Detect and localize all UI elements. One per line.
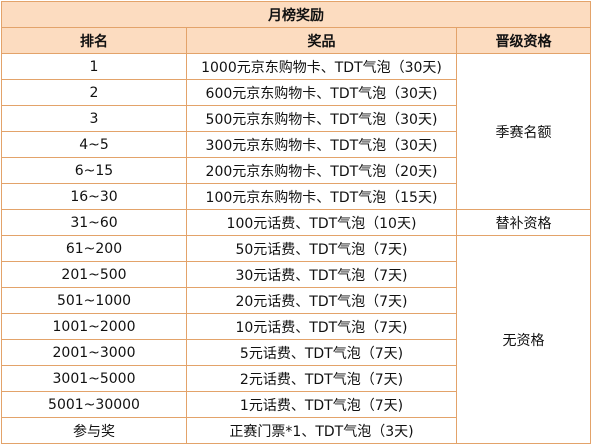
- rank-cell: 16~30: [1, 183, 187, 210]
- prize-cell: 正赛门票*1、TDT气泡（3天): [186, 417, 457, 444]
- table-row: 31~60 100元话费、TDT气泡（10天) 替补资格: [1, 209, 591, 236]
- rank-cell: 2: [1, 79, 187, 106]
- table-row: 2 600元京东购物卡、TDT气泡（30天): [1, 79, 591, 106]
- table-row: 501~1000 20元话费、TDT气泡（7天): [1, 287, 591, 314]
- table-body: 1 1000元京东购物卡、TDT气泡（30天) 季赛名额 2 600元京东购物卡、TDT…: [1, 53, 591, 444]
- header-qualification: 晋级资格: [456, 27, 591, 54]
- rank-cell: 501~1000: [1, 287, 187, 314]
- rank-cell: 5001~30000: [1, 391, 187, 418]
- qualification-cell: 替补资格: [456, 209, 591, 236]
- prize-cell: 10元话费、TDT气泡（7天): [186, 313, 457, 340]
- prize-cell: 200元京东购物卡、TDT气泡（20天): [186, 157, 457, 184]
- rank-cell: 3001~5000: [1, 365, 187, 392]
- table-row: 201~500 30元话费、TDT气泡（7天): [1, 261, 591, 288]
- prize-cell: 20元话费、TDT气泡（7天): [186, 287, 457, 314]
- table-title: 月榜奖励: [1, 1, 591, 28]
- rank-cell: 6~15: [1, 157, 187, 184]
- prize-cell: 1元话费、TDT气泡（7天): [186, 391, 457, 418]
- prize-cell: 100元话费、TDT气泡（10天): [186, 209, 457, 236]
- rank-cell: 3: [1, 105, 187, 132]
- rank-cell: 201~500: [1, 261, 187, 288]
- prize-cell: 500元京东购物卡、TDT气泡（30天): [186, 105, 457, 132]
- rank-cell: 参与奖: [1, 417, 187, 444]
- rank-cell: 1: [1, 53, 187, 80]
- header-rank: 排名: [1, 27, 187, 54]
- qualification-cell: 季赛名额: [456, 53, 591, 210]
- table-row: 4~5 300元京东购物卡、TDT气泡（30天): [1, 131, 591, 158]
- table-row: 1 1000元京东购物卡、TDT气泡（30天) 季赛名额: [1, 53, 591, 210]
- prize-cell: 2元话费、TDT气泡（7天): [186, 365, 457, 392]
- rank-cell: 2001~3000: [1, 339, 187, 366]
- table-row: 参与奖 正赛门票*1、TDT气泡（3天): [1, 417, 591, 444]
- rank-cell: 61~200: [1, 235, 187, 262]
- table-row: 2001~3000 5元话费、TDT气泡（7天): [1, 339, 591, 366]
- rank-cell: 31~60: [1, 209, 187, 236]
- prize-cell: 5元话费、TDT气泡（7天): [186, 339, 457, 366]
- prize-cell: 300元京东购物卡、TDT气泡（30天): [186, 131, 457, 158]
- table-row: 16~30 100元京东购物卡、TDT气泡（15天): [1, 183, 591, 210]
- qualification-cell: 无资格: [456, 235, 591, 444]
- rank-cell: 1001~2000: [1, 313, 187, 340]
- prize-cell: 50元话费、TDT气泡（7天): [186, 235, 457, 262]
- table-row: 5001~30000 1元话费、TDT气泡（7天): [1, 391, 591, 418]
- rank-cell: 4~5: [1, 131, 187, 158]
- table-row: 61~200 50元话费、TDT气泡（7天) 无资格: [1, 235, 591, 444]
- table-header-row: 排名 奖品 晋级资格: [1, 27, 591, 54]
- header-prize: 奖品: [186, 27, 457, 54]
- table-title-row: 月榜奖励: [1, 1, 591, 28]
- table-row: 3001~5000 2元话费、TDT气泡（7天): [1, 365, 591, 392]
- prize-cell: 30元话费、TDT气泡（7天): [186, 261, 457, 288]
- table-row: 6~15 200元京东购物卡、TDT气泡（20天): [1, 157, 591, 184]
- prize-cell: 600元京东购物卡、TDT气泡（30天): [186, 79, 457, 106]
- table-row: 1001~2000 10元话费、TDT气泡（7天): [1, 313, 591, 340]
- prize-cell: 1000元京东购物卡、TDT气泡（30天): [186, 53, 457, 80]
- prize-cell: 100元京东购物卡、TDT气泡（15天): [186, 183, 457, 210]
- table-row: 3 500元京东购物卡、TDT气泡（30天): [1, 105, 591, 132]
